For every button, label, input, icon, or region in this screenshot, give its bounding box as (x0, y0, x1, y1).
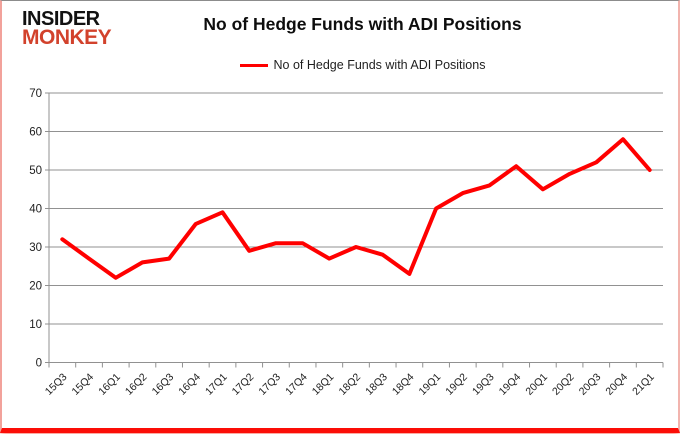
series-line (60, 137, 652, 280)
x-axis-label: 17Q2 (230, 371, 257, 398)
x-axis-label: 16Q1 (96, 371, 123, 398)
y-axis-label: 0 (36, 358, 42, 370)
x-axis-label: 18Q3 (363, 371, 390, 398)
x-axis-label: 18Q4 (390, 371, 417, 398)
y-axis-label: 20 (29, 281, 42, 293)
x-axis-label: 20Q3 (577, 371, 604, 398)
x-axis-label: 19Q1 (417, 371, 444, 398)
x-axis-label: 15Q4 (70, 371, 97, 398)
x-axis-label: 18Q1 (310, 371, 337, 398)
legend-line-marker (239, 63, 268, 67)
x-axis-label: 17Q1 (203, 371, 230, 398)
x-axis-label: 17Q4 (283, 371, 310, 398)
x-axis-label: 20Q2 (550, 371, 577, 398)
x-axis-label: 18Q2 (336, 371, 363, 398)
x-axis-label: 19Q3 (470, 371, 497, 398)
x-axis-label: 17Q3 (256, 371, 283, 398)
x-axis-label: 16Q3 (150, 371, 177, 398)
y-axis-label: 60 (29, 127, 42, 139)
y-axis-label: 10 (29, 319, 42, 331)
x-axis-label: 20Q1 (523, 371, 550, 398)
x-axis-label: 15Q3 (43, 371, 70, 398)
chart-title: No of Hedge Funds with ADI Positions (203, 14, 522, 34)
x-axis-label: 19Q2 (443, 371, 470, 398)
x-axis-label: 21Q1 (630, 371, 657, 398)
y-axis-label: 50 (29, 165, 42, 177)
legend-label: No of Hedge Funds with ADI Positions (273, 58, 486, 72)
x-axis-label: 19Q4 (497, 371, 524, 398)
y-axis-label: 30 (29, 242, 42, 254)
x-axis-label: 20Q4 (603, 371, 630, 398)
x-axis-label: 16Q2 (123, 371, 150, 398)
insider-monkey-logo: INSIDER MONKEY (22, 8, 112, 50)
logo-text-insider: INSIDER (22, 8, 100, 30)
chart-legend: No of Hedge Funds with ADI Positions (2, 58, 678, 72)
y-axis-label: 70 (29, 88, 42, 100)
logo-text-monkey: MONKEY (22, 26, 112, 50)
x-axis-label: 16Q4 (176, 371, 203, 398)
y-axis-label: 40 (29, 204, 42, 216)
